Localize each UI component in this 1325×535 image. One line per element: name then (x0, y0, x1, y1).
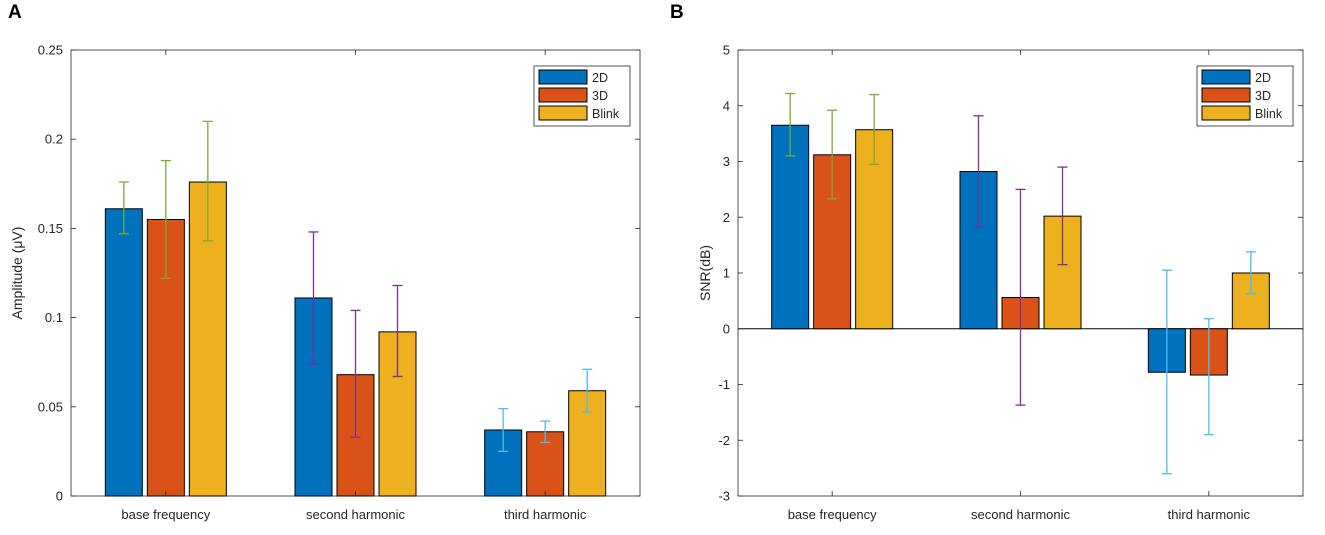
x-tick-label: base frequency (121, 507, 210, 522)
y-tick-label: 3 (723, 154, 730, 169)
legend-label-blink: Blink (1255, 107, 1283, 121)
legend: 2D 3D Blink (1196, 65, 1294, 127)
y-tick-label: 4 (723, 98, 730, 113)
legend-swatch-3d (1201, 87, 1251, 103)
y-tick-label: 0 (723, 321, 730, 336)
y-tick-label: -3 (718, 489, 730, 504)
legend-label-3d: 3D (592, 89, 608, 103)
y-tick-label: 0 (56, 489, 63, 504)
bar-2d-1 (771, 124, 810, 330)
y-tick-label: 2 (723, 210, 730, 225)
legend-label-3d: 3D (1255, 89, 1271, 103)
legend-label-blink: Blink (592, 107, 620, 121)
legend-swatch-blink (538, 105, 588, 121)
panel-b: B base frequency second harmonic third har… (662, 0, 1325, 535)
x-tick-label: third harmonic (1168, 507, 1251, 522)
y-tick-label: 0.05 (38, 399, 63, 414)
bar-2d-1 (104, 208, 143, 497)
y-axis-label: Amplitude (μV) (9, 227, 25, 320)
y-tick-label: 0.2 (45, 132, 63, 147)
panel-a: A base frequency second harmonic third har… (0, 0, 662, 535)
x-tick-label: second harmonic (971, 507, 1070, 522)
legend-swatch-2d (1201, 69, 1251, 85)
panel-label-b: B (670, 2, 684, 23)
amplitude-chart: base frequency second harmonic third harmo… (9, 43, 641, 522)
y-tick-label: 0.25 (38, 43, 63, 58)
legend-swatch-2d (538, 69, 588, 85)
snr-chart: base frequency second harmonic third harmo… (697, 43, 1304, 522)
legend-swatch-3d (538, 87, 588, 103)
y-tick-label: 1 (723, 266, 730, 281)
legend-label-2d: 2D (1255, 71, 1271, 85)
x-tick-label: second harmonic (306, 507, 405, 522)
legend-swatch-blink (1201, 105, 1251, 121)
y-tick-label: -2 (718, 433, 730, 448)
y-axis-label: SNR(dB) (697, 245, 713, 301)
legend: 2D 3D Blink (533, 65, 631, 127)
x-tick-label: third harmonic (504, 507, 587, 522)
y-tick-label: -1 (718, 377, 730, 392)
legend-label-2d: 2D (592, 71, 608, 85)
y-tick-label: 0.15 (38, 221, 63, 236)
y-tick-label: 0.1 (45, 310, 63, 325)
x-tick-label: base frequency (788, 507, 877, 522)
y-tick-label: 5 (723, 43, 730, 58)
panel-label-a: A (8, 2, 22, 23)
